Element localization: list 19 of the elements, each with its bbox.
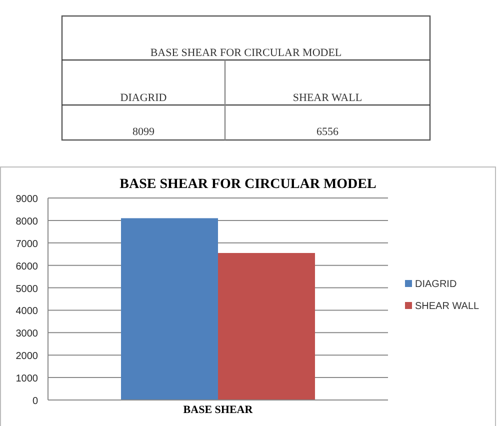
text: DIAGRID: [120, 92, 167, 104]
x-tick-label: BASE SHEAR: [183, 404, 254, 416]
y-tick-label: 6000: [16, 261, 38, 272]
legend-label: DIAGRID: [415, 279, 457, 290]
text: BASE SHEAR FOR CIRCULAR MODEL: [150, 47, 342, 59]
text: SHEAR WALL: [292, 92, 362, 104]
y-tick-label: 1000: [16, 374, 38, 385]
text: 8099: [132, 126, 155, 138]
y-tick-label: 4000: [16, 306, 38, 318]
y-tick-label: 8000: [16, 216, 38, 228]
chart-title: BASE SHEAR FOR CIRCULAR MODEL: [120, 177, 376, 192]
y-tick-label: 7000: [16, 238, 38, 250]
y-tick-label: 5000: [16, 284, 38, 295]
y-tick-label: 3000: [16, 328, 38, 340]
legend-label: SHEAR WALL: [415, 301, 480, 312]
y-tick-label: 0: [32, 396, 38, 407]
y-tick-label: 2000: [16, 351, 38, 362]
text: 6556: [316, 126, 339, 138]
y-tick-label: 9000: [16, 194, 38, 205]
